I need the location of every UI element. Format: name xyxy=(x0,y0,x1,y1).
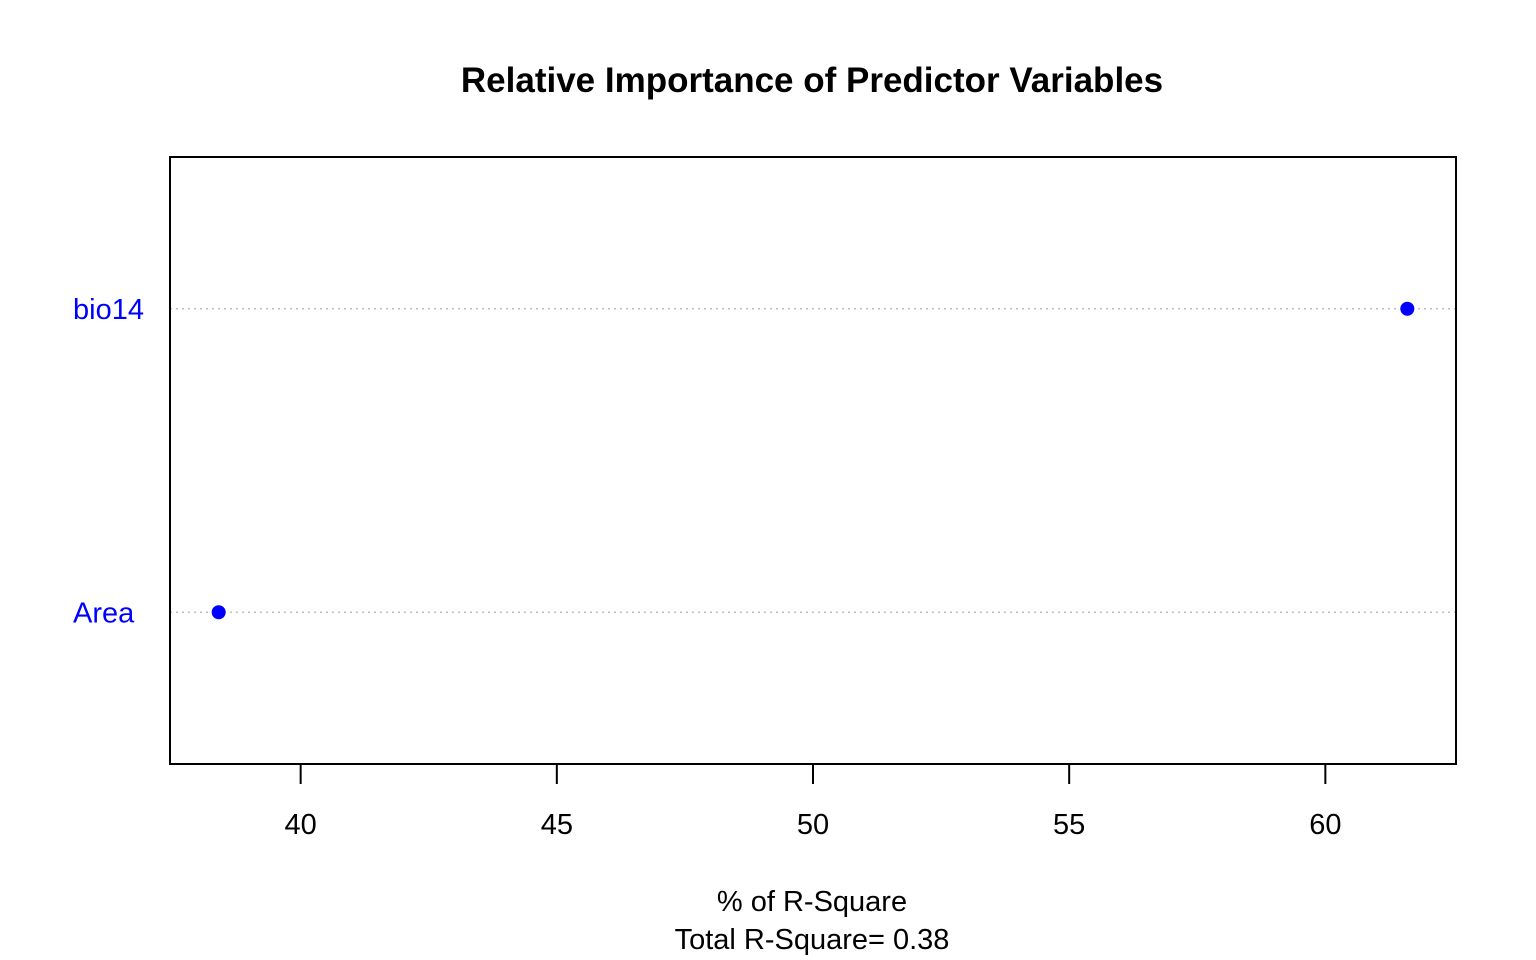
x-tick-label: 60 xyxy=(1309,809,1341,841)
x-tick-label: 45 xyxy=(541,809,573,841)
guide-lines xyxy=(170,307,1456,614)
chart-title: Relative Importance of Predictor Variabl… xyxy=(461,61,1163,100)
x-tick-label: 40 xyxy=(285,809,317,841)
x-tick-label: 55 xyxy=(1053,809,1085,841)
plot-frame xyxy=(169,156,1457,765)
x-axis-label: % of R-Square xyxy=(717,886,907,918)
category-labels: Area bio14 xyxy=(73,294,144,630)
data-points xyxy=(211,301,1415,620)
total-r-square-label: Total R-Square= 0.38 xyxy=(675,924,950,956)
data-point xyxy=(211,605,226,620)
category-label: bio14 xyxy=(73,294,144,326)
x-axis: 40 45 50 55 60 xyxy=(285,763,1341,841)
x-tick-label: 50 xyxy=(797,809,829,841)
data-point xyxy=(1400,301,1415,316)
category-label: Area xyxy=(73,597,135,629)
